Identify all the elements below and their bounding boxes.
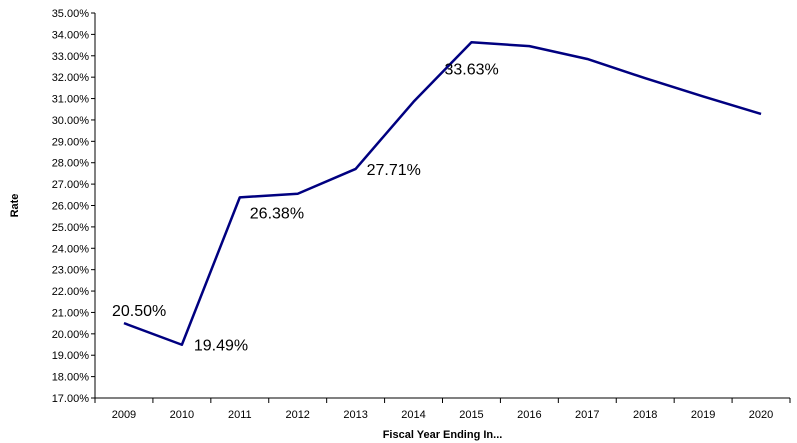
y-tick-label: 27.00% bbox=[52, 179, 90, 191]
y-tick-label: 32.00% bbox=[52, 72, 90, 84]
y-tick-label: 35.00% bbox=[52, 8, 90, 20]
data-label: 33.63% bbox=[444, 61, 498, 78]
data-label: 27.71% bbox=[367, 162, 421, 179]
y-axis-label: Rate bbox=[9, 194, 21, 218]
x-tick-label: 2020 bbox=[749, 409, 773, 421]
y-tick-label: 33.00% bbox=[52, 51, 90, 63]
y-tick-label: 17.00% bbox=[52, 393, 90, 405]
x-tick-label: 2011 bbox=[228, 409, 252, 421]
data-labels: 20.50% 19.49% 26.38% 27.71% 33.63% bbox=[112, 61, 499, 354]
x-tick-label: 2016 bbox=[517, 409, 541, 421]
x-axis-label: Fiscal Year Ending In... bbox=[383, 429, 503, 441]
y-tick-label: 31.00% bbox=[52, 94, 90, 106]
y-axis-ticks: 17.00% 18.00% 19.00% 20.00% 21.00% 22.00% 23.0… bbox=[52, 8, 95, 405]
y-tick-label: 19.00% bbox=[52, 350, 90, 362]
x-tick-label: 2010 bbox=[170, 409, 194, 421]
x-tick-label: 2012 bbox=[285, 409, 309, 421]
x-tick-label: 2019 bbox=[691, 409, 715, 421]
y-tick-label: 30.00% bbox=[52, 115, 90, 127]
x-tick-label: 2013 bbox=[343, 409, 367, 421]
y-tick-label: 29.00% bbox=[52, 136, 90, 148]
data-label: 26.38% bbox=[250, 205, 304, 222]
y-tick-label: 18.00% bbox=[52, 372, 90, 384]
x-tick-label: 2014 bbox=[401, 409, 425, 421]
x-tick-label: 2017 bbox=[575, 409, 599, 421]
x-tick-label: 2009 bbox=[112, 409, 136, 421]
y-tick-label: 20.00% bbox=[52, 329, 90, 341]
y-tick-label: 25.00% bbox=[52, 222, 90, 234]
y-tick-label: 24.00% bbox=[52, 243, 90, 255]
y-tick-label: 23.00% bbox=[52, 265, 90, 277]
y-tick-label: 26.00% bbox=[52, 201, 90, 213]
y-tick-label: 21.00% bbox=[52, 307, 90, 319]
y-tick-label: 28.00% bbox=[52, 158, 90, 170]
x-axis-ticks: 2009 2010 2011 2012 2013 2014 2015 2016 2017 2018… bbox=[95, 398, 790, 421]
y-tick-label: 34.00% bbox=[52, 29, 90, 41]
series-line bbox=[124, 42, 761, 344]
x-tick-label: 2015 bbox=[459, 409, 483, 421]
series-group bbox=[124, 42, 761, 344]
y-tick-label: 22.00% bbox=[52, 286, 90, 298]
data-label: 19.49% bbox=[194, 338, 248, 355]
data-label: 20.50% bbox=[112, 303, 166, 320]
x-tick-label: 2018 bbox=[633, 409, 657, 421]
